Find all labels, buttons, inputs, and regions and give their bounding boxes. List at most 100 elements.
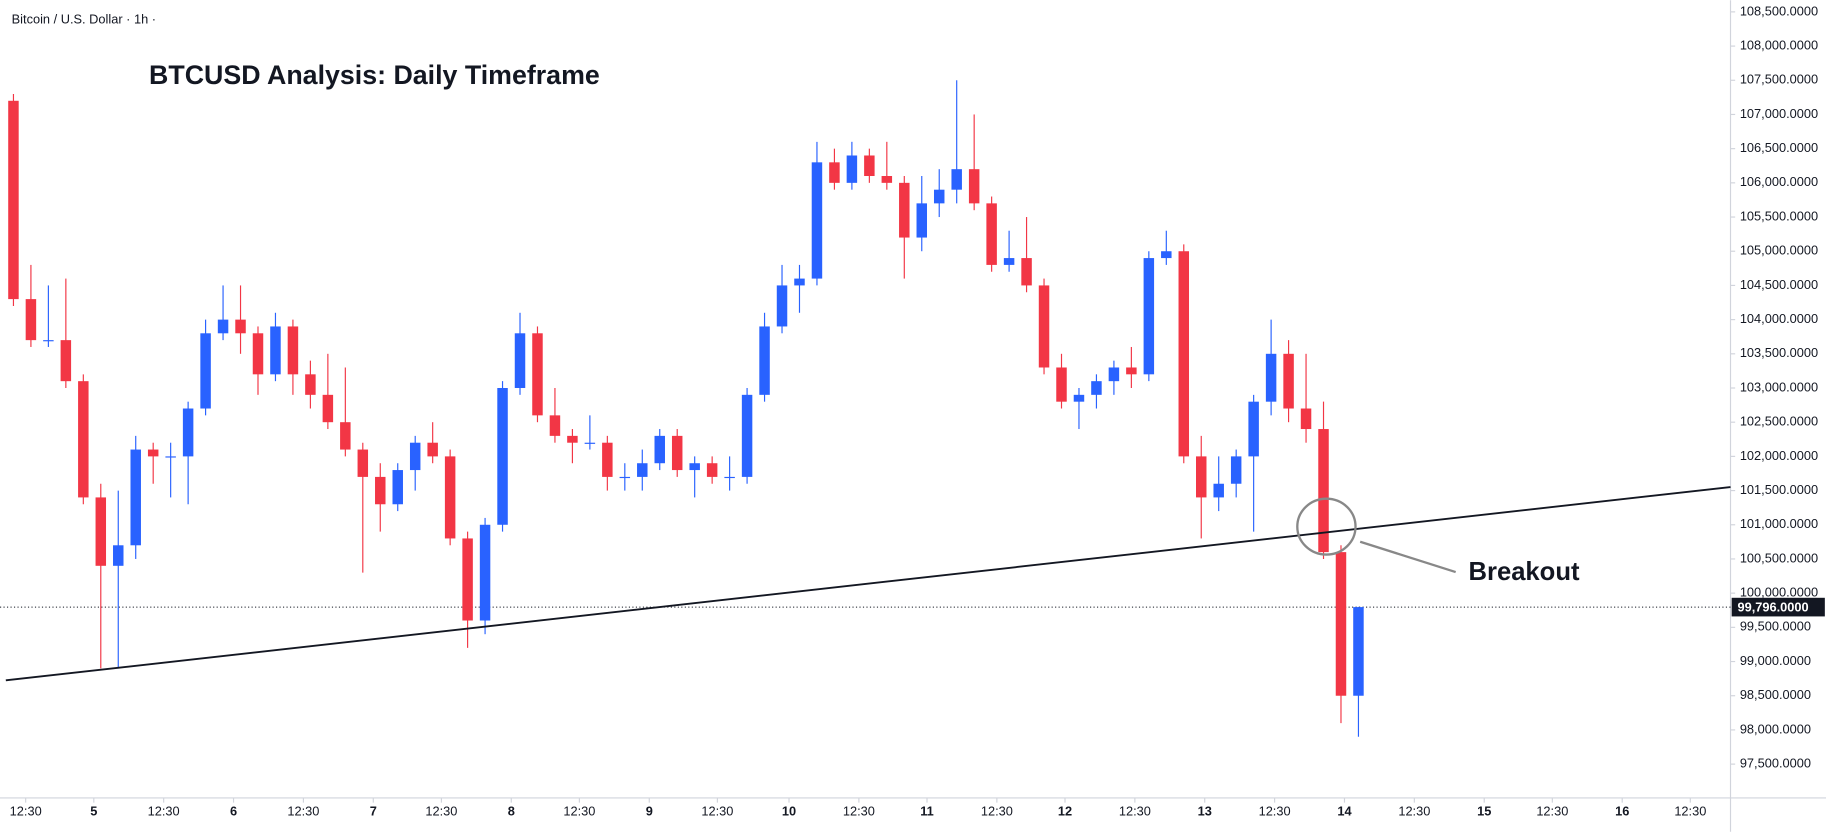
candle-body: [444, 456, 456, 539]
candle-body: [1056, 367, 1067, 402]
candle-body: [1318, 429, 1329, 553]
candle-body: [200, 333, 211, 409]
candle-body: [881, 176, 893, 183]
x-tick-label: 12:30: [981, 803, 1013, 818]
candle-body: [741, 394, 753, 477]
x-tick-label: 8: [508, 803, 515, 818]
y-tick-label: 106,500.0000: [1740, 140, 1818, 155]
candle-body: [514, 333, 526, 389]
x-tick-label: 12:30: [563, 803, 595, 818]
y-tick-label: 98,500.0000: [1740, 687, 1811, 702]
candles: [8, 80, 1364, 737]
x-tick-label: 12:30: [1398, 803, 1430, 818]
x-tick-label: 9: [646, 803, 653, 818]
candle-body: [706, 463, 718, 477]
axes: 97,500.0000 98,000.0000 98,500.0000 99,000.…: [0, 3, 1825, 818]
candle-body: [43, 340, 54, 342]
x-tick-label: 12:30: [1674, 803, 1706, 818]
candle-body: [1021, 258, 1032, 286]
candle-body: [1335, 552, 1347, 696]
candle-body: [602, 442, 613, 477]
candle-body: [8, 100, 19, 300]
candle-body: [340, 422, 351, 450]
candle-body: [1073, 394, 1085, 402]
x-tick-label: 14: [1337, 803, 1352, 818]
candle-body: [252, 333, 264, 375]
candle-body: [1038, 285, 1050, 368]
candle-body: [1091, 381, 1102, 395]
x-tick-label: 6: [230, 803, 237, 818]
candle-body: [654, 435, 665, 464]
x-tick-label: 12:30: [1259, 803, 1291, 818]
x-tick-label: 13: [1198, 803, 1212, 818]
candle-body: [549, 415, 561, 436]
candle-body: [147, 449, 159, 457]
x-tick-label: 7: [370, 803, 377, 818]
candle-body: [1265, 353, 1277, 402]
y-tick-label: 108,000.0000: [1740, 37, 1818, 52]
candle-body: [375, 476, 386, 505]
y-tick-label: 101,500.0000: [1740, 482, 1818, 497]
chart-title: BTCUSD Analysis: Daily Timeframe: [149, 60, 600, 90]
trendline: [5, 486, 1731, 682]
y-tick-label: 108,500.0000: [1740, 3, 1818, 18]
candle-body: [130, 449, 141, 546]
candle-body: [1248, 401, 1259, 457]
candle-body: [1143, 258, 1155, 375]
candle-body: [1300, 408, 1312, 430]
x-tick-label: 11: [920, 803, 934, 818]
candle-body: [1230, 456, 1242, 484]
y-tick-label: 97,500.0000: [1740, 755, 1811, 770]
candle-body: [165, 456, 176, 458]
y-tick-label: 104,000.0000: [1740, 311, 1818, 326]
symbol-header: Bitcoin / U.S. Dollar · 1h ·: [12, 11, 156, 26]
candle-body: [1178, 251, 1190, 457]
y-tick-label: 104,500.0000: [1740, 277, 1818, 292]
candle-body: [951, 169, 962, 190]
candle-body: [1161, 251, 1172, 259]
candle-body: [864, 155, 875, 177]
candle-body: [671, 435, 683, 471]
candle-body: [305, 374, 316, 395]
candle-body: [1108, 367, 1120, 382]
x-tick-label: 12:30: [10, 803, 42, 818]
y-tick-label: 99,000.0000: [1740, 653, 1811, 668]
candle-body: [60, 340, 72, 382]
candle-body: [1003, 258, 1015, 265]
x-tick-label: 12:30: [425, 803, 457, 818]
y-tick-label: 102,500.0000: [1740, 414, 1818, 429]
candle-body: [584, 442, 596, 444]
y-tick-label: 106,000.0000: [1740, 174, 1818, 189]
x-tick-label: 12:30: [701, 803, 733, 818]
candle-body: [637, 463, 648, 477]
candle-body: [619, 476, 631, 479]
candle-body: [933, 189, 945, 204]
candle-body: [25, 299, 37, 341]
breakout-circle: [1296, 497, 1357, 556]
y-tick-label: 101,000.0000: [1740, 516, 1818, 531]
candle-body: [689, 463, 700, 471]
x-tick-label: 12: [1058, 803, 1072, 818]
candle-body: [427, 442, 438, 457]
y-tick-label: 105,500.0000: [1740, 208, 1818, 223]
x-tick-label: 12:30: [1119, 803, 1151, 818]
candle-body: [811, 162, 823, 279]
candle-body: [759, 326, 770, 395]
candle-body: [497, 388, 508, 525]
x-tick-label: 15: [1477, 803, 1491, 818]
candle-body: [78, 381, 89, 498]
candle-body: [95, 497, 107, 566]
y-tick-label: 105,000.0000: [1740, 243, 1818, 258]
candle-body: [567, 435, 578, 443]
candle-body: [968, 169, 980, 204]
candle-body: [846, 155, 858, 183]
candle-body: [409, 442, 421, 471]
candle-body: [287, 326, 299, 375]
y-tick-label: 107,000.0000: [1740, 106, 1818, 121]
candle-body: [270, 326, 281, 375]
x-tick-label: 12:30: [1536, 803, 1568, 818]
y-tick-label: 100,500.0000: [1740, 550, 1818, 565]
annotation: Breakout: [1468, 558, 1579, 586]
